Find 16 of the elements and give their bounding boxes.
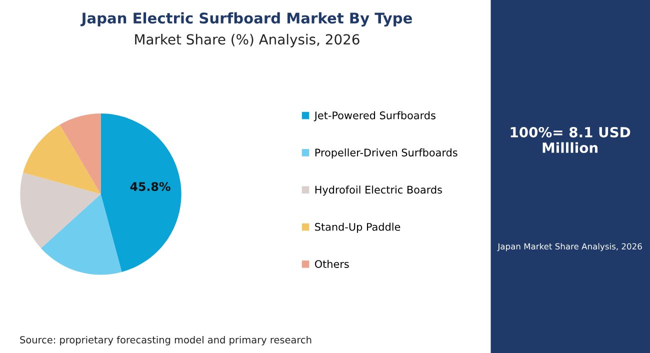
pie-slice [100,114,182,272]
chart-title: Japan Electric Surfboard Market By Type [80,12,412,27]
pie-slice [40,194,122,275]
source-note: Source: proprietary forecasting model and primary research [20,336,312,346]
legend-label: Others [314,260,349,268]
legend-label: Propeller-Driven Surfboards [315,148,458,158]
chart-subtitle: Market Share (%) Analysis, 2026 [135,34,360,48]
pie-slice [60,114,101,194]
pie-slice [23,124,101,194]
text: Japan Market Share Analysis, 2026 [497,243,642,252]
data-label: 45.8% [130,182,170,191]
legend-label: Hydrofoil Electric Boards [315,186,442,196]
text: 100%= 8.1 USD Milllion [510,126,630,154]
legend-label: Jet-Powered Surfboards [314,111,436,122]
pie-slice [20,172,101,248]
legend-label: Stand-Up Paddle [315,222,400,233]
